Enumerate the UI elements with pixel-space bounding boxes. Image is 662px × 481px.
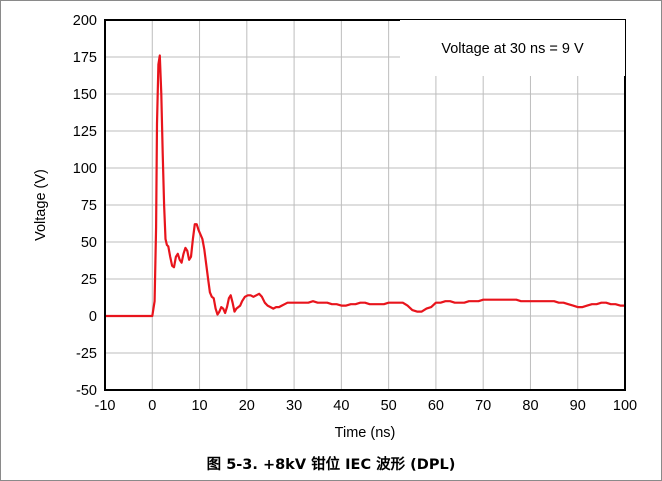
y-tick-label: 200 <box>73 13 97 29</box>
x-tick-label: 0 <box>148 398 156 414</box>
voltage-chart: -10 0 10 20 30 40 50 60 70 80 90 100 -50 -25 0 25 50 75 10… <box>33 13 637 441</box>
x-tick-label: 10 <box>191 398 207 414</box>
x-tick-label: 80 <box>522 398 538 414</box>
plot-series <box>105 54 625 318</box>
y-axis-label: Voltage (V) <box>33 169 49 241</box>
x-tick-label: -10 <box>95 398 116 414</box>
annotation-text: Voltage at 30 ns = 9 V <box>441 41 584 57</box>
plot-border <box>104 19 626 391</box>
figure-caption: 图 5-3. +8kV 钳位 IEC 波形 (DPL) <box>206 457 456 473</box>
y-tick-label: 125 <box>73 124 97 140</box>
x-tick-label: 100 <box>613 398 637 414</box>
tick-labels: -10 0 10 20 30 40 50 60 70 80 90 100 -50 -25 0 25 50 75 10… <box>73 13 637 414</box>
y-tick-label: 100 <box>73 161 97 177</box>
x-axis-label: Time (ns) <box>335 425 396 441</box>
x-tick-label: 20 <box>239 398 255 414</box>
y-tick-label: 175 <box>73 50 97 66</box>
y-tick-label: 75 <box>81 198 97 214</box>
x-tick-label: 30 <box>286 398 302 414</box>
series-line-0 <box>105 54 625 318</box>
y-tick-label: -25 <box>76 346 97 362</box>
x-tick-label: 50 <box>381 398 397 414</box>
x-tick-label: 70 <box>475 398 491 414</box>
x-tick-label: 40 <box>333 398 349 414</box>
y-tick-label: 0 <box>89 309 97 325</box>
y-tick-label: 150 <box>73 87 97 103</box>
y-tick-label: 25 <box>81 272 97 288</box>
x-tick-label: 90 <box>570 398 586 414</box>
annotation-box: Voltage at 30 ns = 9 V <box>400 20 625 76</box>
y-tick-label: 50 <box>81 235 97 251</box>
y-tick-label: -50 <box>76 383 97 399</box>
annotation-background <box>400 20 625 76</box>
x-tick-label: 60 <box>428 398 444 414</box>
